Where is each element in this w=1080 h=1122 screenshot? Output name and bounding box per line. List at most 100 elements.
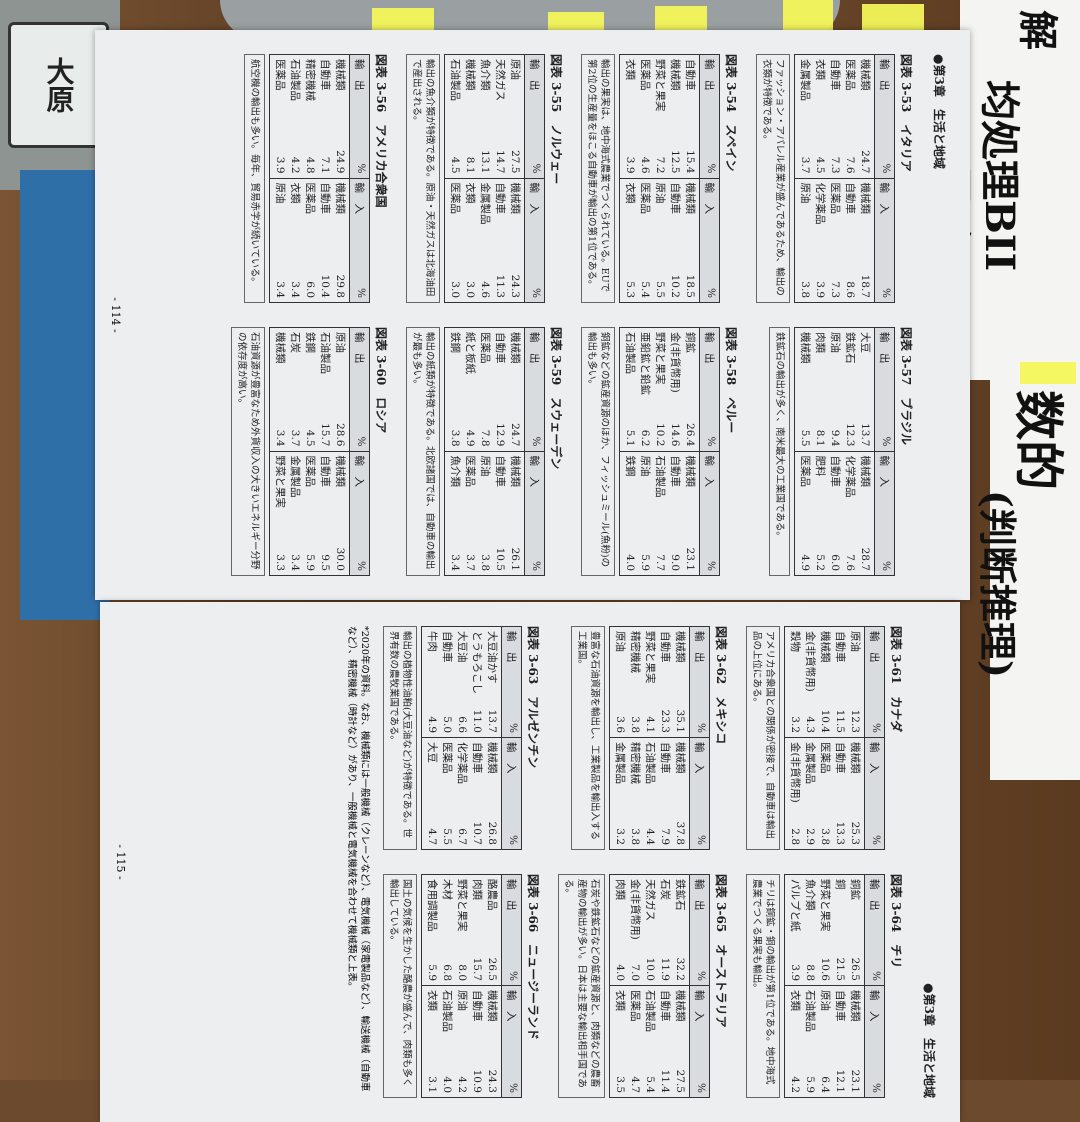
table-row: 石油製品 4.0 [439, 990, 454, 1093]
item-percent: 14.6 [669, 423, 681, 447]
item-percent: 26.5 [849, 957, 861, 981]
item-name: 穀物 [789, 631, 801, 652]
item-percent: 23.3 [659, 709, 671, 733]
item-name: 野菜と果実 [654, 332, 666, 385]
item-percent: 7.2 [654, 156, 666, 174]
table-row: 石油製品 4.4 [642, 742, 657, 845]
table-row: 鉄鋼 4.0 [622, 456, 637, 572]
item-name: 魚介類 [804, 879, 816, 911]
exports-column: 輸 出% 銅鉱 26.4 金(非貨幣用) 14.6 野菜と果実 10.2 亜鉛鉱と鉛鉱 6.2 石… [620, 328, 719, 452]
imports-label: 輸 入 [878, 455, 890, 488]
item-name: 機械類 [849, 990, 861, 1022]
table-row: 原油 6.4 [817, 990, 832, 1093]
item-name: 機械類 [509, 332, 521, 364]
imports-header: 輸 入% [864, 738, 884, 849]
item-name: 大豆油かす [486, 631, 498, 684]
exports-label: 輸 出 [505, 631, 517, 663]
item-percent: 6.6 [456, 716, 468, 733]
item-name: 原油 [614, 631, 626, 652]
item-name: 石油製品 [804, 990, 816, 1032]
page-content: ●第3章 生活と地域 図表 3-61 カナダ輸 出% 原油 12.3 自動車 11.5 機械… [100, 602, 960, 1122]
item-percent: 4.2 [456, 1076, 468, 1093]
exports-header: 輸 出% [524, 55, 544, 178]
item-name: 医薬品 [274, 59, 286, 91]
table-row: 肉類 15.7 [469, 879, 484, 981]
item-percent: 4.0 [624, 554, 636, 571]
item-percent: 28.7 [859, 547, 871, 571]
item-name: 医薬品 [629, 990, 641, 1022]
table-row: 銅鉱 26.4 [682, 332, 697, 447]
item-name: 鉄鋼 [624, 455, 636, 477]
item-percent: 24.3 [509, 274, 521, 298]
item-percent: 5.5 [654, 281, 666, 298]
unit-label: % [355, 163, 367, 174]
exports-header: 輸 出% [699, 328, 719, 451]
table-row: 石油製品 5.4 [642, 990, 657, 1093]
item-name: 石油製品 [449, 59, 461, 101]
item-name: 医薬品 [304, 455, 316, 488]
table-body: 輸 出% 機械類 24.9 自動車 7.1 精密機械 4.8 石油製品 4.2 医薬品 3.9 輸 入… [269, 54, 370, 303]
item-percent: 5.9 [304, 554, 316, 571]
right-book-title-1: 解 [1014, 10, 1061, 50]
imports-column: 輸 入% 機械類 26.1 自動車 10.5 原油 3.8 医薬品 3.7 魚介類 3.4 [445, 451, 544, 575]
item-percent: 3.6 [614, 716, 626, 733]
item-percent: 35.1 [674, 709, 686, 733]
item-percent: 14.7 [494, 150, 506, 174]
table-row: 亜鉛鉱と鉛鉱 6.2 [637, 332, 652, 447]
item-percent: 3.8 [449, 429, 461, 447]
item-percent: 6.0 [829, 554, 841, 571]
imports-column: 輸 入% 機械類 23.1 自動車 12.1 原油 6.4 石油製品 5.9 衣類 4.2 [785, 986, 884, 1097]
exports-header: 輸 出% [864, 875, 884, 985]
item-name: 牛肉 [426, 631, 438, 652]
table-row: 機械類 35.1 [672, 631, 687, 733]
table-note: 鉄鉱石の輸出が多く、南米最大の工業国である。 [769, 327, 790, 576]
item-percent: 26.1 [509, 547, 521, 571]
item-percent: 6.7 [456, 828, 468, 845]
item-name: 野菜と果実 [274, 455, 286, 509]
exports-label: 輸 出 [878, 332, 890, 364]
table-row: 精密機械 3.8 [627, 631, 642, 733]
item-name: 鉄鉱石 [844, 332, 856, 364]
exports-label: 輸 出 [693, 631, 705, 663]
item-percent: 7.6 [844, 554, 856, 571]
item-name: 自動車 [659, 742, 671, 774]
item-name: 衣類 [426, 990, 438, 1011]
table-row: 医薬品 6.0 [302, 183, 317, 299]
item-percent: 9.5 [319, 554, 331, 571]
table-row: 機械類 29.8 [332, 183, 347, 299]
item-name: とうもろこし [471, 631, 483, 694]
unit-label: % [507, 1083, 519, 1093]
unit-label: % [507, 971, 519, 981]
trade-table: 図表 3-66 ニュージーランド輸 出% 酪農品 26.5 肉類 15.7 野菜と果実 8.… [383, 874, 542, 1098]
exports-column: 輸 出% 機械類 24.9 自動車 7.1 精密機械 4.8 石油製品 4.2 医薬品 3.9 [270, 55, 369, 179]
table-row: 医薬品 5.4 [637, 183, 652, 299]
exports-label: 輸 出 [528, 59, 540, 91]
item-name: 肉類 [471, 879, 483, 900]
item-name: 機械類 [674, 631, 686, 663]
item-name: 金属製品 [479, 182, 491, 225]
table-row: 金(非貨幣用) 4.3 [802, 631, 817, 733]
table-row: 機械類 18.7 [857, 183, 872, 299]
item-name: 機械類 [674, 742, 686, 774]
table-body: 輸 出% 機械類 24.7 自動車 12.9 医薬品 7.8 紙と板紙 4.9 鉄鋼 3.8 輸 入%… [444, 327, 545, 576]
exports-header: 輸 出% [349, 328, 369, 451]
table-body: 輸 出% 酪農品 26.5 肉類 15.7 野菜と果実 8.0 木材 6.8 食用調製品 5.9 輸 … [421, 874, 522, 1098]
trade-table: 図表 3-64 チリ輸 出% 銅鉱 26.5 銅 21.5 野菜と果実 10.6 魚介類 8.8… [746, 874, 905, 1098]
item-percent: 4.6 [479, 281, 491, 298]
item-percent: 28.6 [334, 423, 346, 447]
table-row: 金(非貨幣用) 7.0 [627, 879, 642, 981]
table-row: 機械類 24.7 [507, 332, 522, 447]
unit-label: % [355, 288, 367, 298]
table-note: 国土の気候を生かした酪農が盛んで、肉類も多く輸出している。 [383, 874, 417, 1098]
unit-label: % [870, 723, 882, 733]
item-percent: 3.5 [614, 1076, 626, 1093]
item-percent: 26.4 [684, 423, 696, 447]
table-row: 大豆 4.7 [424, 742, 439, 845]
item-percent: 15.7 [319, 423, 331, 447]
imports-header: 輸 入% [524, 178, 544, 302]
item-percent: 21.5 [834, 957, 846, 981]
item-name: 金(非貨幣用) [804, 631, 816, 692]
table-row: 自動車 9.5 [317, 456, 332, 572]
table-row: 金属製品 2.9 [802, 742, 817, 845]
table-body: 輸 出% 銅鉱 26.5 銅 21.5 野菜と果実 10.6 魚介類 8.8 パルプと紙 3.9 輸 … [784, 874, 885, 1098]
